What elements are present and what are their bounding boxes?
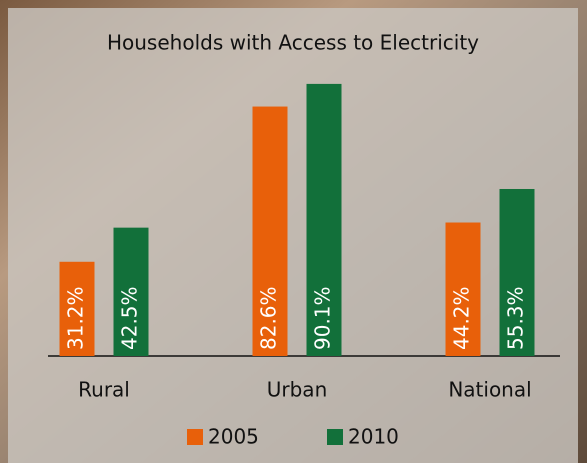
value-label: 42.5% bbox=[118, 286, 142, 350]
value-label: 44.2% bbox=[450, 286, 474, 350]
legend-swatch bbox=[187, 429, 203, 445]
legend-label: 2010 bbox=[348, 425, 399, 449]
x-tick-label: Urban bbox=[267, 378, 328, 402]
value-label: 55.3% bbox=[504, 286, 528, 350]
chart-title: Households with Access to Electricity bbox=[107, 31, 479, 55]
value-label: 82.6% bbox=[257, 286, 281, 350]
x-tick-label: Rural bbox=[78, 378, 130, 402]
value-label: 31.2% bbox=[64, 286, 88, 350]
chart: Households with Access to Electricity Ru… bbox=[0, 0, 587, 463]
x-tick-label: National bbox=[448, 378, 531, 402]
legend-swatch bbox=[327, 429, 343, 445]
legend-label: 2005 bbox=[208, 425, 259, 449]
value-label: 90.1% bbox=[311, 286, 335, 350]
